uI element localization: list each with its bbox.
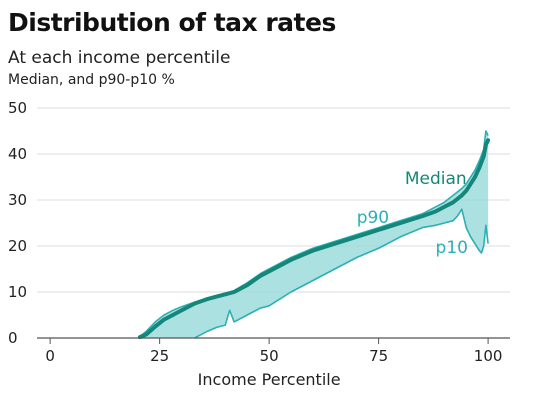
median-line [137, 138, 491, 340]
y-tick-label-50: 50 [8, 99, 27, 117]
y-tick-label-20: 20 [8, 237, 27, 255]
x-tick-label-75: 75 [369, 347, 388, 365]
annotation-p90: p90 [357, 208, 389, 228]
y-tick-label-0: 0 [8, 329, 18, 347]
band-area [139, 131, 489, 338]
p90-p10-band [139, 131, 489, 338]
annotation-median: Median [405, 169, 467, 189]
annotation-p10: p10 [436, 238, 468, 258]
x-tick-label-25: 25 [150, 347, 169, 365]
x-tick-label-100: 100 [474, 347, 503, 365]
y-tick-label-30: 30 [8, 191, 27, 209]
p90-line [139, 130, 489, 338]
x-tick-label-50: 50 [260, 347, 279, 365]
chart-title: Distribution of tax rates [8, 8, 336, 37]
y-tick-label-10: 10 [8, 283, 27, 301]
p10-line [194, 208, 489, 339]
x-axis-title: Income Percentile [198, 370, 341, 389]
tick-labels: 0 10 20 30 40 50 0 25 50 75 100 Income Percentile [8, 99, 502, 389]
chart-subtitle: At each income percentile [8, 48, 231, 68]
series-lines [137, 130, 491, 340]
grid-lines [37, 107, 510, 293]
x-tick-label-0: 0 [45, 347, 55, 365]
chart-unit-note: Median, and p90-p10 % [8, 72, 175, 88]
annotations: Median p90 p10 [357, 169, 468, 258]
axes [37, 337, 510, 344]
y-tick-label-40: 40 [8, 145, 27, 163]
